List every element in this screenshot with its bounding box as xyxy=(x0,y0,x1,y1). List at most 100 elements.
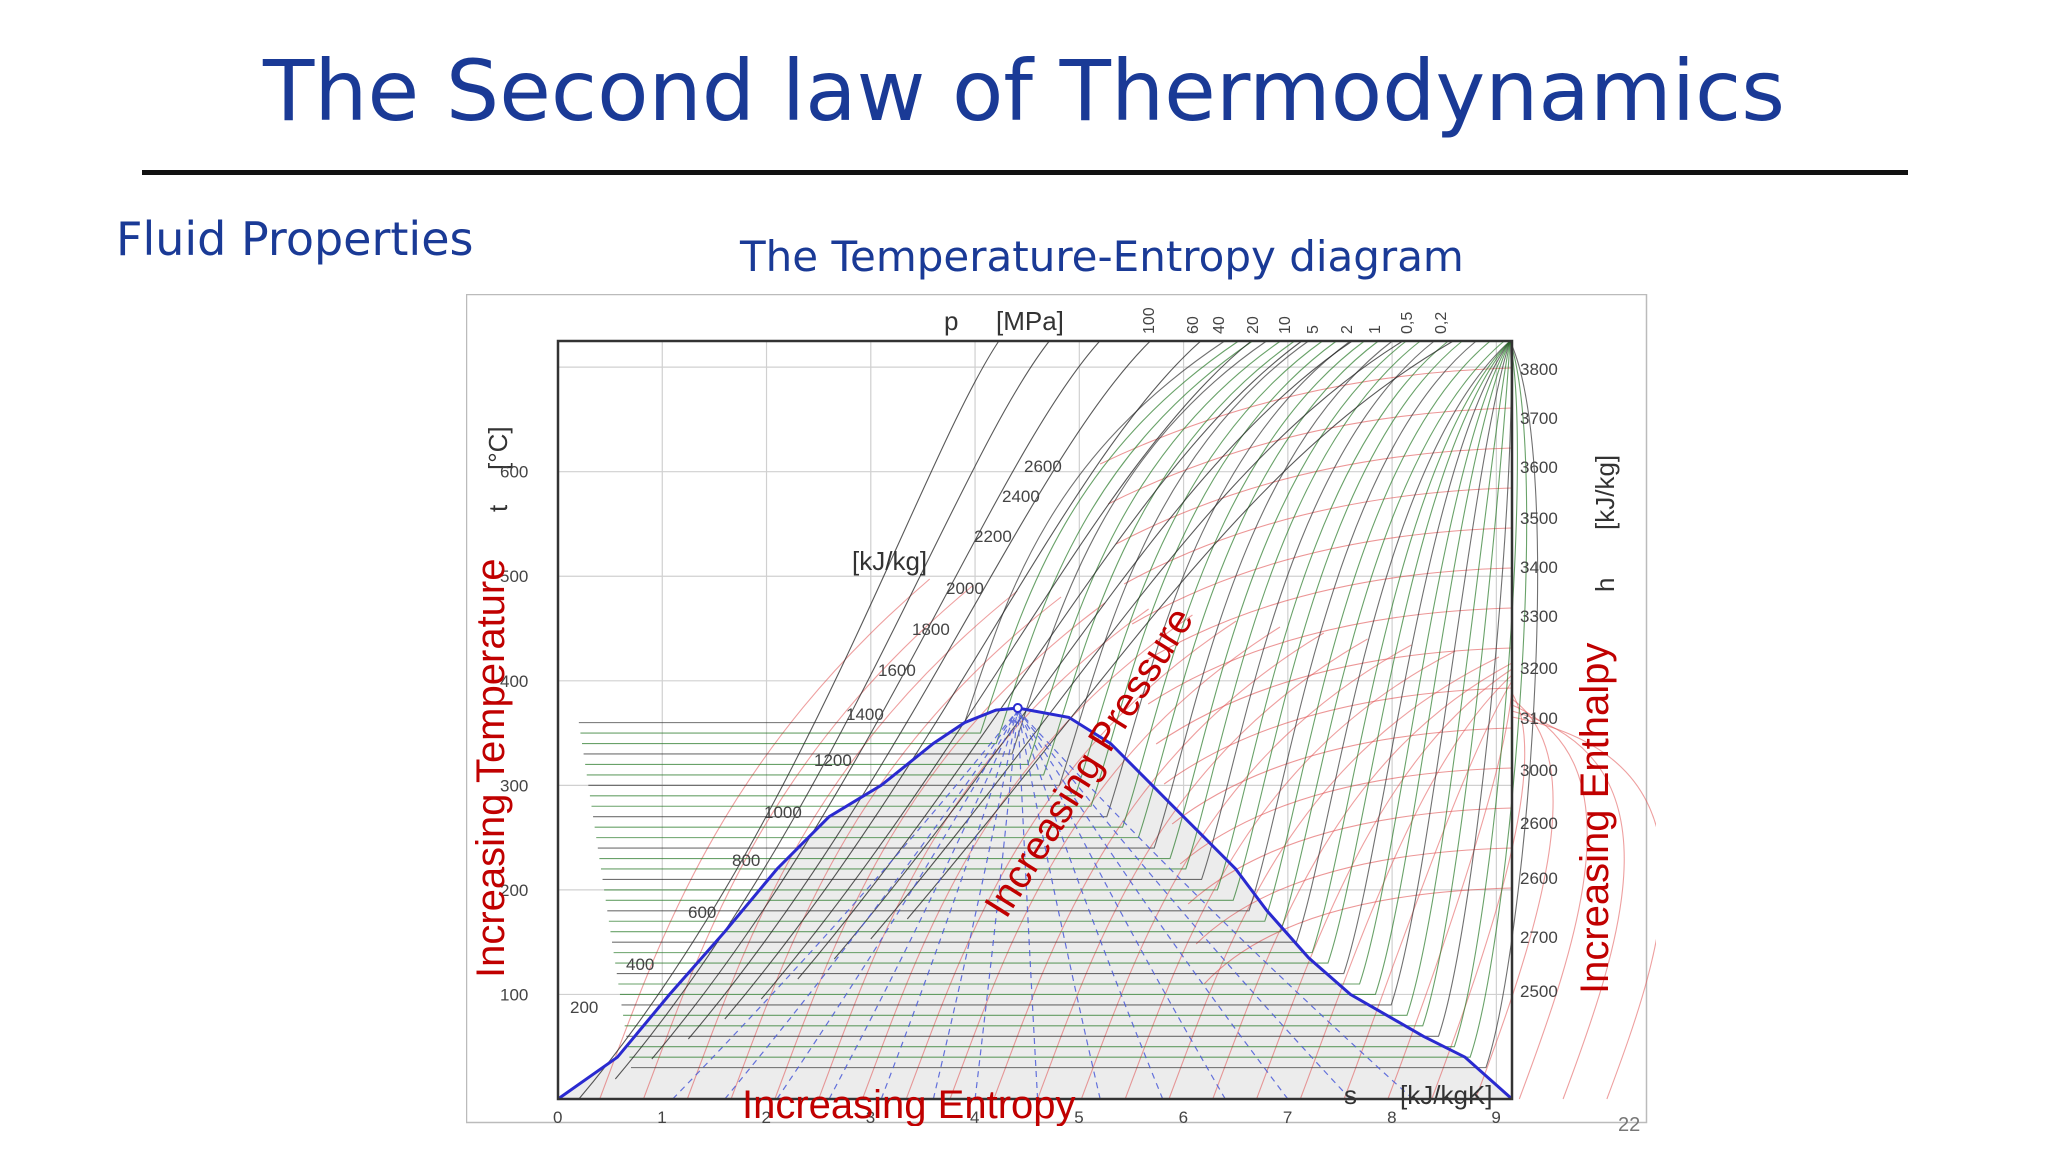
saturation-dome xyxy=(557,706,1513,1101)
enthalpy-tick-label: 3400 xyxy=(1520,558,1558,577)
isobar-line xyxy=(593,340,1351,818)
isobar-line xyxy=(687,340,1151,1040)
isenthalp-line xyxy=(1511,704,1588,1100)
entropy-tick-label: 9 xyxy=(1491,1108,1500,1126)
entropy-tick-label: 2 xyxy=(762,1108,771,1126)
isobar-lines xyxy=(578,340,1539,1100)
isobar-line xyxy=(594,340,1365,828)
temperature-tick-label: 400 xyxy=(500,672,528,691)
isobar-line xyxy=(610,340,1505,933)
enthalpy-unit: [kJ/kg] xyxy=(1590,455,1620,530)
isenthalp-line xyxy=(1131,527,1513,625)
pressure-unit: [MPa] xyxy=(996,306,1064,336)
quality-line xyxy=(724,709,1019,1100)
temperature-label: t xyxy=(483,504,513,512)
isenthalp-line xyxy=(599,578,931,1100)
isobar-line xyxy=(797,340,1303,980)
isobar-line xyxy=(597,340,1393,849)
critical-point xyxy=(1012,702,1023,713)
page-number: 22 xyxy=(1618,1114,1641,1136)
isobar-line xyxy=(600,340,1421,870)
entropy-tick-label: 3 xyxy=(866,1108,875,1126)
entropy-label: s xyxy=(1344,1080,1357,1110)
isenthalp-line xyxy=(1511,716,1656,1100)
entropy-tick-label: 7 xyxy=(1283,1108,1292,1126)
isobar-line xyxy=(588,340,1309,786)
isobar-line xyxy=(724,340,1202,1020)
isenthalp-line xyxy=(993,632,1325,1100)
enthalpy-line-label: 800 xyxy=(732,851,760,870)
quality-line xyxy=(932,709,1019,1100)
isobar-line xyxy=(602,340,1435,880)
tick-labels: 100 200 300 400 500 600 0 1 2 3 4 5 6 7 8 9 3800 3700 3600… xyxy=(500,307,1558,1126)
isobar-line xyxy=(629,340,1528,1058)
isenthalp-line xyxy=(1123,487,1513,585)
isobar-line xyxy=(578,340,1225,724)
quality-lines xyxy=(672,709,1414,1100)
isenthalp-line xyxy=(1168,656,1500,1100)
isobar-line xyxy=(612,340,1511,943)
isobar-line xyxy=(580,340,1239,734)
pressure-axis-label: p xyxy=(944,306,958,336)
isobar-line xyxy=(614,340,1050,1080)
section-label: Fluid Properties xyxy=(116,212,474,266)
quality-line xyxy=(1017,709,1226,1100)
isobar-line xyxy=(589,340,1323,797)
isenthalp-line xyxy=(1115,447,1513,545)
slide-title: The Second law of Thermodynamics xyxy=(262,42,1785,140)
isobar-line xyxy=(651,340,1101,1060)
pressure-tick-label: 0,2 xyxy=(1433,312,1450,334)
isenthalp-line xyxy=(730,596,1062,1100)
isobar-line xyxy=(604,340,1449,891)
quality-line xyxy=(1017,709,1414,1100)
quality-line xyxy=(1017,709,1164,1100)
pressure-tick-label: 100 xyxy=(1141,307,1158,334)
enthalpy-tick-label: 3800 xyxy=(1520,360,1558,379)
quality-line xyxy=(672,709,1019,1100)
enthalpy-line-label: 2000 xyxy=(946,579,984,598)
enthalpy-tick-label: 3700 xyxy=(1520,409,1558,428)
quality-line xyxy=(776,709,1019,1100)
enthalpy-tick-label: 2700 xyxy=(1520,928,1558,947)
temperature-tick-label: 100 xyxy=(500,985,528,1004)
isenthalp-line xyxy=(1163,687,1513,785)
isenthalp-line xyxy=(1099,367,1513,465)
enthalpy-tick-label: 3500 xyxy=(1520,509,1558,528)
entropy-unit: [kJ/kgK] xyxy=(1400,1080,1492,1110)
enthalpy-label: h xyxy=(1590,578,1620,592)
pressure-tick-label: 0,5 xyxy=(1399,312,1416,334)
enthalpy-line-label: 1200 xyxy=(814,751,852,770)
isobar-line xyxy=(607,340,1477,912)
pressure-tick-label: 1 xyxy=(1367,325,1384,334)
temperature-tick-label: 500 xyxy=(500,567,528,586)
isenthalp-line xyxy=(1474,698,1554,1100)
pressure-tick-label: 2 xyxy=(1339,325,1356,334)
isobar-line xyxy=(586,340,1295,776)
entropy-tick-label: 5 xyxy=(1074,1108,1083,1126)
title-divider xyxy=(142,170,1908,175)
isobar-line xyxy=(870,340,1404,940)
enthalpy-line-label: 1800 xyxy=(912,620,950,639)
isobar-line xyxy=(906,340,1454,920)
two-phase-region xyxy=(558,708,1512,1099)
isenthalp-line xyxy=(818,608,1149,1100)
enthalpy-line-label: 1600 xyxy=(878,661,916,680)
isobar-line xyxy=(619,340,1511,995)
enthalpy-inner-unit: [kJ/kg] xyxy=(852,546,927,576)
isobar-line xyxy=(615,340,1511,964)
increasing-temperature-annotation: Increasing Temperature xyxy=(469,559,513,979)
isobar-line xyxy=(760,340,1252,1000)
entropy-tick-label: 8 xyxy=(1387,1108,1396,1126)
temperature-unit: [°C] xyxy=(483,426,513,470)
enthalpy-tick-label: 3000 xyxy=(1520,761,1558,780)
quality-line xyxy=(880,709,1019,1100)
increasing-enthalpy-annotation: Increasing Enthalpy xyxy=(1573,643,1617,994)
pressure-tick-label: 40 xyxy=(1211,316,1228,334)
isobar-line xyxy=(596,340,1379,839)
quality-line xyxy=(1017,709,1351,1100)
isenthalp-line xyxy=(774,602,1106,1100)
temperature-tick-label: 200 xyxy=(500,881,528,900)
enthalpy-line-label: 2200 xyxy=(974,527,1012,546)
isenthalp-line xyxy=(1124,650,1456,1100)
enthalpy-tick-label: 3200 xyxy=(1520,659,1558,678)
